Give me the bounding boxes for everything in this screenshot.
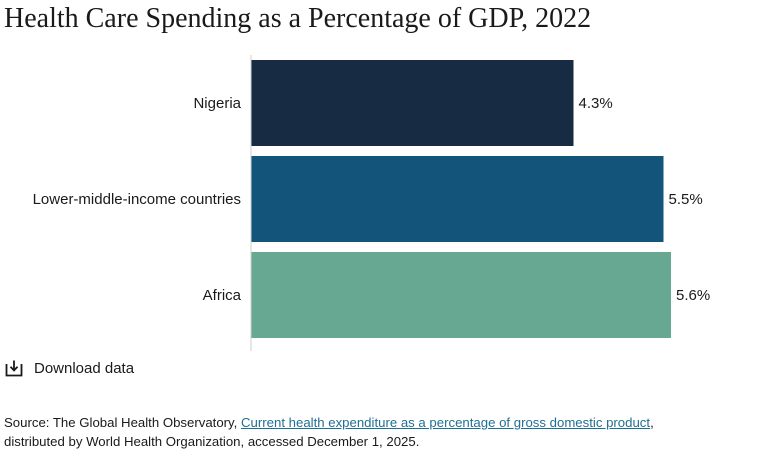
download-icon bbox=[5, 360, 23, 377]
chart-title: Health Care Spending as a Percentage of … bbox=[4, 3, 592, 34]
labels-layer: Nigeria 4.3% Lower-middle-income countries… bbox=[33, 95, 711, 304]
download-data-button[interactable]: Download data bbox=[5, 359, 134, 377]
bar-chart: Nigeria 4.3% Lower-middle-income countries… bbox=[33, 55, 711, 351]
source-line2: distributed by World Health Organization… bbox=[4, 434, 420, 449]
bar-africa bbox=[251, 252, 671, 338]
value-label: 5.5% bbox=[669, 191, 703, 208]
category-label: Lower-middle-income countries bbox=[33, 191, 241, 208]
source-suffix: , bbox=[650, 415, 654, 430]
source-note: Source: The Global Health Observatory, C… bbox=[4, 413, 774, 451]
value-label: 4.3% bbox=[579, 95, 613, 112]
bars-layer bbox=[251, 60, 671, 338]
source-link[interactable]: Current health expenditure as a percenta… bbox=[241, 415, 651, 430]
category-label: Africa bbox=[203, 287, 242, 304]
bar-nigeria bbox=[251, 60, 574, 146]
source-prefix: Source: The Global Health Observatory, bbox=[4, 415, 242, 430]
bar-lower-middle-income-countries bbox=[251, 156, 664, 242]
value-label: 5.6% bbox=[676, 287, 710, 304]
category-label: Nigeria bbox=[193, 95, 241, 112]
download-data-label: Download data bbox=[34, 359, 135, 377]
